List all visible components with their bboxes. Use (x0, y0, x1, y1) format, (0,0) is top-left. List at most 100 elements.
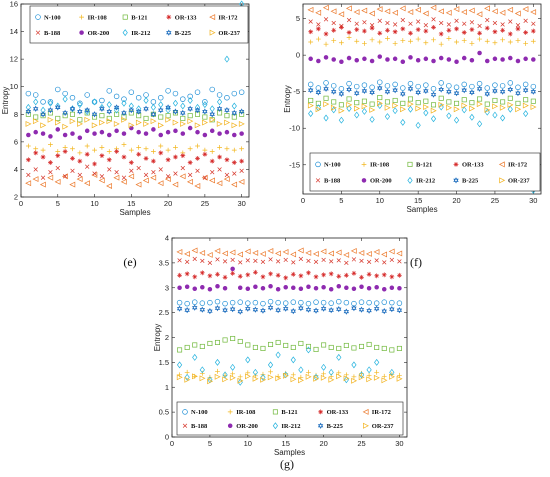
data-point (260, 300, 266, 307)
data-point (114, 170, 119, 175)
data-point (25, 157, 31, 163)
legend-marker (182, 409, 188, 415)
data-point (165, 88, 171, 94)
data-point (180, 115, 186, 121)
legend-marker (122, 14, 128, 20)
data-point (199, 249, 206, 256)
data-point (187, 125, 193, 131)
data-point (453, 6, 460, 13)
data-point (176, 305, 183, 312)
data-point (446, 88, 452, 95)
x-tick-label: 5 (339, 196, 343, 205)
data-point (237, 374, 243, 380)
data-point (77, 150, 83, 156)
data-point (230, 266, 235, 272)
data-point (306, 369, 311, 375)
data-point (297, 247, 304, 254)
data-point (84, 110, 90, 116)
data-point (313, 259, 319, 265)
data-point (224, 107, 230, 114)
data-point (222, 371, 228, 379)
data-point (381, 299, 388, 305)
data-point (384, 8, 391, 15)
legend-marker (227, 409, 233, 415)
legend-entry-label: OR-237 (508, 178, 530, 185)
data-point (176, 248, 183, 255)
data-point (308, 29, 314, 35)
data-point (530, 28, 536, 34)
data-point (374, 369, 380, 375)
data-point (397, 272, 402, 278)
data-point (423, 98, 429, 104)
data-point (392, 81, 398, 88)
data-point (84, 107, 90, 114)
data-point (523, 97, 529, 103)
data-point (180, 102, 186, 110)
data-point (321, 257, 326, 263)
data-point (224, 113, 230, 119)
legend-entry-label: B-225 (327, 423, 344, 430)
data-point (237, 251, 243, 258)
data-point (354, 21, 359, 26)
data-point (207, 260, 213, 266)
data-point (307, 87, 314, 94)
data-point (351, 270, 357, 276)
data-point (446, 112, 452, 120)
data-point (362, 56, 367, 62)
y-tick-label: 0.5 (159, 408, 169, 417)
data-point (55, 86, 61, 93)
data-point (32, 118, 39, 125)
data-point (215, 283, 220, 289)
data-point (192, 256, 197, 262)
data-point (215, 368, 220, 374)
data-point (369, 89, 375, 96)
data-point (446, 27, 452, 33)
data-point (369, 58, 375, 64)
data-point (158, 107, 164, 114)
data-point (173, 144, 178, 150)
data-point (158, 132, 164, 138)
data-point (180, 131, 186, 136)
data-point (385, 35, 390, 41)
y-tick-label: 4 (165, 234, 169, 243)
series-B-121 (25, 110, 245, 123)
data-point (216, 120, 223, 127)
data-point (331, 57, 336, 62)
legend-entry-label: OR-200 (236, 423, 258, 430)
data-point (180, 153, 186, 159)
data-point (26, 132, 31, 138)
data-point (531, 57, 536, 62)
data-point (515, 23, 521, 28)
data-point (40, 111, 46, 118)
data-point (192, 353, 198, 361)
legend: N-100 IR-108 B-121 OR-133 IR-172 B-188 OR-200 I… (309, 152, 541, 192)
data-point (48, 160, 53, 165)
data-point (361, 82, 368, 88)
data-point (336, 258, 341, 263)
data-point (194, 89, 201, 95)
data-point (106, 157, 112, 163)
data-point (354, 57, 360, 63)
data-point (439, 20, 444, 26)
data-point (329, 259, 334, 264)
data-point (515, 84, 521, 91)
data-point (282, 300, 289, 306)
data-point (99, 113, 105, 119)
data-point (389, 257, 395, 263)
data-point (330, 104, 337, 111)
data-point (173, 154, 178, 160)
data-point (476, 11, 483, 18)
data-point (217, 167, 222, 172)
data-point (358, 249, 365, 256)
legend-marker (79, 14, 84, 20)
data-point (438, 101, 445, 108)
data-point (209, 86, 215, 93)
data-point (361, 87, 368, 95)
data-point (461, 38, 467, 43)
data-point (508, 55, 513, 61)
data-point (128, 110, 134, 116)
data-point (275, 286, 281, 292)
series-IR-172 (176, 247, 403, 258)
data-point (308, 110, 314, 118)
data-point (438, 95, 444, 101)
